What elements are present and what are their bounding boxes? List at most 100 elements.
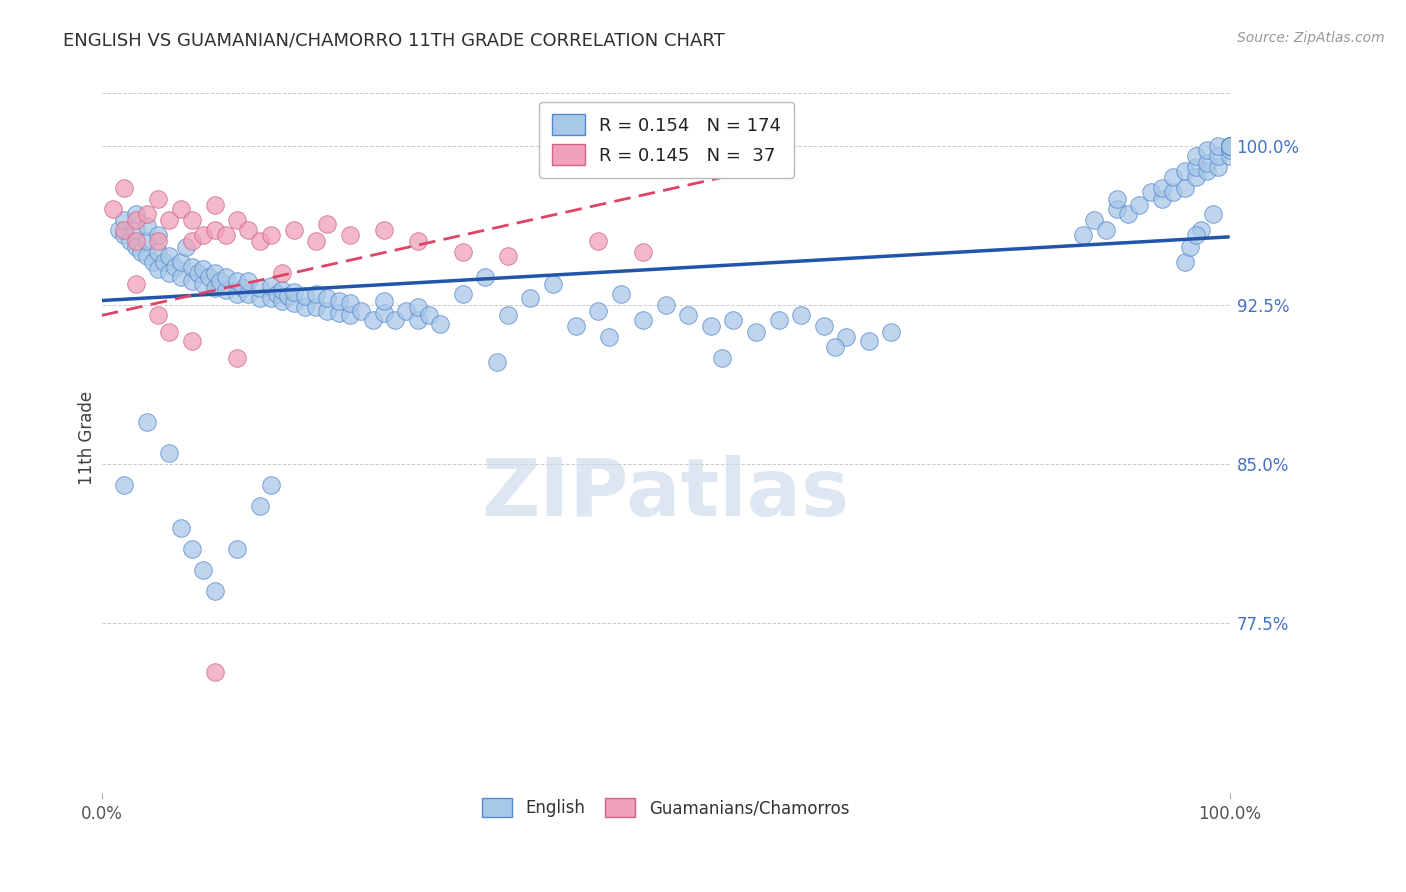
Point	[159, 446, 181, 460]
Point	[373, 293, 395, 308]
Point	[339, 309, 361, 323]
Point	[1208, 149, 1230, 163]
Point	[193, 277, 215, 291]
Point	[136, 234, 159, 248]
Point	[204, 223, 226, 237]
Point	[112, 223, 135, 237]
Point	[193, 227, 215, 242]
Point	[112, 181, 135, 195]
Point	[373, 306, 395, 320]
Point	[1173, 164, 1195, 178]
Point	[260, 227, 283, 242]
Point	[129, 244, 152, 259]
Point	[124, 234, 146, 248]
Point	[835, 329, 858, 343]
Point	[768, 312, 790, 326]
Point	[451, 287, 474, 301]
Point	[1208, 160, 1230, 174]
Point	[1208, 138, 1230, 153]
Point	[181, 334, 204, 348]
Point	[406, 312, 429, 326]
Point	[406, 300, 429, 314]
Point	[1219, 138, 1241, 153]
Point	[1219, 138, 1241, 153]
Point	[204, 584, 226, 599]
Point	[1185, 170, 1208, 185]
Legend: English, Guamanians/Chamorros: English, Guamanians/Chamorros	[475, 791, 856, 823]
Point	[418, 309, 440, 323]
Point	[204, 281, 226, 295]
Point	[101, 202, 124, 217]
Point	[215, 227, 238, 242]
Point	[1219, 138, 1241, 153]
Point	[745, 326, 768, 340]
Point	[112, 212, 135, 227]
Point	[1150, 181, 1173, 195]
Point	[631, 244, 654, 259]
Point	[858, 334, 880, 348]
Point	[395, 304, 418, 318]
Point	[1180, 240, 1202, 254]
Point	[1219, 138, 1241, 153]
Point	[1185, 149, 1208, 163]
Point	[1219, 138, 1241, 153]
Point	[1173, 255, 1195, 269]
Point	[215, 270, 238, 285]
Point	[1219, 138, 1241, 153]
Point	[249, 292, 271, 306]
Point	[181, 275, 204, 289]
Point	[294, 300, 316, 314]
Point	[176, 240, 198, 254]
Point	[266, 287, 288, 301]
Point	[204, 198, 226, 212]
Point	[339, 227, 361, 242]
Point	[519, 292, 541, 306]
Point	[305, 234, 328, 248]
Point	[112, 478, 135, 492]
Y-axis label: 11th Grade: 11th Grade	[79, 391, 96, 484]
Text: ZIPatlas: ZIPatlas	[482, 455, 849, 533]
Point	[1219, 143, 1241, 157]
Point	[232, 281, 254, 295]
Point	[159, 249, 181, 263]
Point	[361, 312, 384, 326]
Point	[215, 283, 238, 297]
Point	[238, 223, 260, 237]
Point	[316, 304, 339, 318]
Point	[226, 541, 249, 556]
Point	[294, 289, 316, 303]
Point	[112, 227, 135, 242]
Point	[384, 312, 406, 326]
Point	[631, 312, 654, 326]
Point	[1219, 138, 1241, 153]
Point	[226, 275, 249, 289]
Point	[1139, 186, 1161, 200]
Point	[451, 244, 474, 259]
Point	[193, 563, 215, 577]
Text: Source: ZipAtlas.com: Source: ZipAtlas.com	[1237, 31, 1385, 45]
Point	[159, 326, 181, 340]
Point	[1197, 155, 1219, 169]
Point	[118, 234, 141, 248]
Point	[249, 281, 271, 295]
Point	[260, 278, 283, 293]
Point	[148, 261, 170, 276]
Point	[136, 415, 159, 429]
Point	[339, 295, 361, 310]
Point	[316, 292, 339, 306]
Point	[170, 270, 193, 285]
Point	[1173, 181, 1195, 195]
Point	[170, 202, 193, 217]
Point	[148, 192, 170, 206]
Point	[283, 223, 305, 237]
Point	[124, 206, 146, 220]
Point	[1161, 186, 1184, 200]
Point	[496, 249, 519, 263]
Point	[1161, 170, 1184, 185]
Point	[1094, 223, 1116, 237]
Point	[328, 293, 350, 308]
Point	[148, 234, 170, 248]
Point	[700, 318, 723, 333]
Point	[107, 223, 129, 237]
Point	[277, 289, 299, 303]
